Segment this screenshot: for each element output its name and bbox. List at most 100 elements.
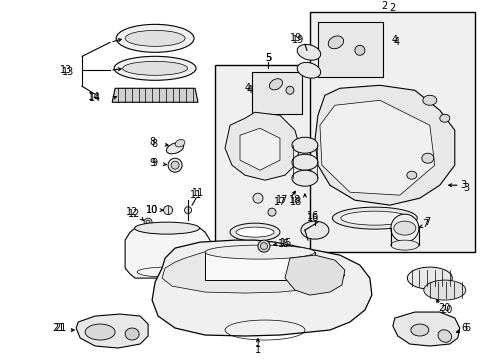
Text: 13: 13 xyxy=(60,65,72,75)
Text: 11: 11 xyxy=(191,188,204,198)
Ellipse shape xyxy=(122,61,187,75)
Ellipse shape xyxy=(406,171,416,179)
Text: 5: 5 xyxy=(264,53,270,63)
Ellipse shape xyxy=(297,62,320,78)
Polygon shape xyxy=(76,314,148,348)
Ellipse shape xyxy=(258,240,269,252)
Ellipse shape xyxy=(407,267,451,289)
Text: 9: 9 xyxy=(151,158,157,168)
Ellipse shape xyxy=(116,24,194,52)
Text: 11: 11 xyxy=(189,190,202,200)
Ellipse shape xyxy=(390,214,418,242)
Text: 21: 21 xyxy=(52,323,64,333)
Text: 18: 18 xyxy=(288,195,301,205)
Polygon shape xyxy=(314,85,454,205)
Text: 19: 19 xyxy=(289,33,302,43)
Ellipse shape xyxy=(184,207,191,213)
Ellipse shape xyxy=(423,280,465,300)
Polygon shape xyxy=(392,312,459,346)
Text: 8: 8 xyxy=(151,139,157,149)
Polygon shape xyxy=(125,228,210,278)
Polygon shape xyxy=(240,128,280,170)
Ellipse shape xyxy=(125,30,184,46)
Text: 15: 15 xyxy=(277,239,289,249)
Ellipse shape xyxy=(285,86,293,94)
Text: 21: 21 xyxy=(54,323,66,333)
Text: 14: 14 xyxy=(89,93,101,103)
Text: 7: 7 xyxy=(422,219,428,229)
Text: 3: 3 xyxy=(460,180,466,190)
Ellipse shape xyxy=(163,206,172,215)
Ellipse shape xyxy=(229,223,280,241)
Text: 5: 5 xyxy=(264,53,270,63)
Ellipse shape xyxy=(410,324,428,336)
Ellipse shape xyxy=(114,56,196,80)
Ellipse shape xyxy=(269,79,282,90)
Text: 17: 17 xyxy=(275,195,287,205)
Ellipse shape xyxy=(422,95,436,105)
Ellipse shape xyxy=(146,220,150,224)
Ellipse shape xyxy=(327,36,343,49)
Ellipse shape xyxy=(437,330,450,342)
Text: 3: 3 xyxy=(463,183,469,193)
Polygon shape xyxy=(319,100,434,195)
Ellipse shape xyxy=(260,243,267,249)
Bar xyxy=(251,72,301,114)
Text: 4: 4 xyxy=(393,37,399,47)
Ellipse shape xyxy=(204,245,314,259)
Polygon shape xyxy=(112,88,198,102)
Ellipse shape xyxy=(175,140,184,147)
Ellipse shape xyxy=(291,154,317,170)
Ellipse shape xyxy=(267,208,275,216)
Text: 9: 9 xyxy=(149,158,155,168)
Ellipse shape xyxy=(421,153,433,163)
Text: 2: 2 xyxy=(389,3,395,13)
Text: 5: 5 xyxy=(264,53,270,63)
Polygon shape xyxy=(285,255,344,295)
Ellipse shape xyxy=(300,221,328,239)
Ellipse shape xyxy=(291,137,317,153)
Text: 7: 7 xyxy=(424,217,430,227)
Ellipse shape xyxy=(168,158,182,172)
Text: 14: 14 xyxy=(88,92,100,102)
Text: 16: 16 xyxy=(306,211,318,221)
Polygon shape xyxy=(152,240,371,336)
Bar xyxy=(204,252,314,280)
Text: 4: 4 xyxy=(391,35,397,45)
Ellipse shape xyxy=(340,211,408,225)
Ellipse shape xyxy=(144,218,152,226)
Ellipse shape xyxy=(291,170,317,186)
Polygon shape xyxy=(224,112,299,180)
Ellipse shape xyxy=(125,328,139,340)
Text: 4: 4 xyxy=(246,85,252,95)
Text: 15: 15 xyxy=(279,238,291,248)
Text: 13: 13 xyxy=(62,67,74,77)
Text: 17: 17 xyxy=(273,197,285,207)
Text: 6: 6 xyxy=(464,323,470,333)
Text: 12: 12 xyxy=(128,209,140,219)
Bar xyxy=(317,22,382,77)
Text: 6: 6 xyxy=(461,323,467,333)
Bar xyxy=(215,65,329,250)
Ellipse shape xyxy=(171,161,179,169)
Bar xyxy=(309,12,474,252)
Text: 18: 18 xyxy=(289,197,302,207)
Ellipse shape xyxy=(332,207,416,229)
Text: 12: 12 xyxy=(126,207,138,217)
Text: 4: 4 xyxy=(244,83,250,93)
Ellipse shape xyxy=(393,221,415,235)
Text: 20: 20 xyxy=(440,305,452,315)
Text: 10: 10 xyxy=(146,205,158,215)
Ellipse shape xyxy=(85,324,115,340)
Ellipse shape xyxy=(297,44,320,60)
Text: 20: 20 xyxy=(438,303,450,313)
Ellipse shape xyxy=(236,227,273,237)
Text: 2: 2 xyxy=(381,1,387,12)
Text: 8: 8 xyxy=(149,137,155,147)
Text: 16: 16 xyxy=(306,213,318,223)
Ellipse shape xyxy=(134,222,199,234)
Ellipse shape xyxy=(252,193,263,203)
Text: 1: 1 xyxy=(254,339,261,349)
Ellipse shape xyxy=(354,45,364,55)
Ellipse shape xyxy=(166,143,183,154)
